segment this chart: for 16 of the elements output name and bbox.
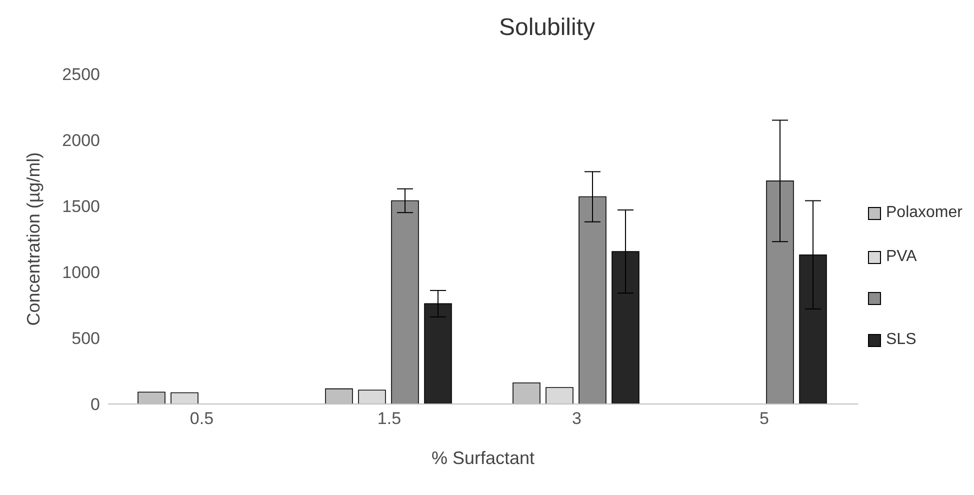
x-tick-label: 0.5 (190, 409, 214, 428)
y-tick-label: 0 (90, 395, 100, 414)
y-tick-label: 1500 (62, 197, 100, 216)
legend-label: SLS (886, 331, 916, 349)
y-tick-label: 2000 (62, 131, 100, 150)
legend-label: Polaxomer (886, 204, 962, 222)
x-tick-label: 5 (760, 409, 769, 428)
x-tick-label: 3 (572, 409, 582, 428)
x-axis-title: % Surfactant (431, 448, 535, 468)
legend-label: PVA (886, 248, 917, 266)
y-axis-title: Concentration (µg/ml) (23, 152, 44, 326)
x-tick-label: 1.5 (377, 409, 402, 428)
y-tick-label: 500 (72, 329, 100, 348)
y-tick-label: 2500 (62, 65, 100, 84)
y-tick-label: 1000 (62, 263, 100, 282)
chart-title: Solubility (498, 13, 596, 43)
